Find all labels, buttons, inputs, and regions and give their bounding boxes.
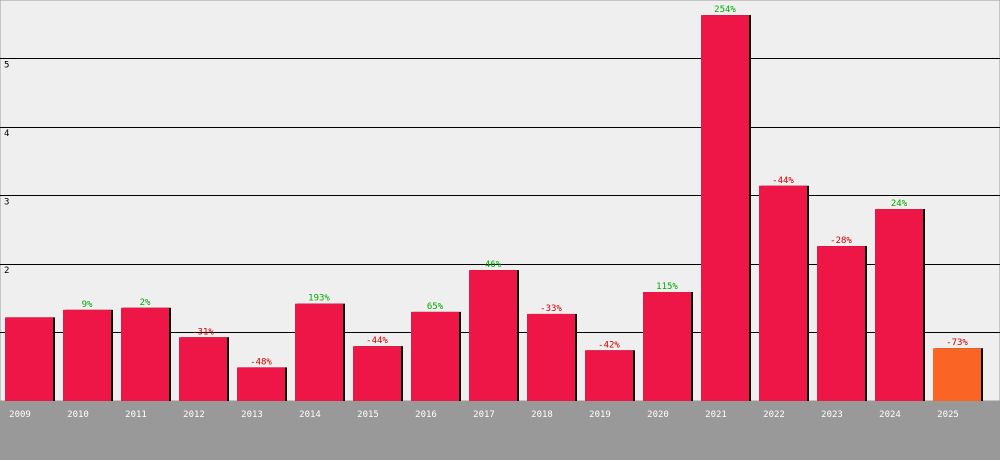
change-label: 9% (82, 300, 93, 310)
x-tick-label: 2025 (937, 410, 959, 420)
x-tick-label: 2021 (705, 410, 727, 420)
change-label: -44% (366, 336, 388, 346)
bar-2012 (179, 337, 227, 401)
x-axis-band (0, 401, 1000, 460)
x-tick-label: 2016 (415, 410, 437, 420)
bar-2017 (469, 270, 517, 401)
change-label: -28% (830, 236, 852, 246)
y-tick-label: 4 (4, 129, 9, 139)
change-label: -73% (946, 338, 968, 348)
x-axis-labels: 2009 2010 2011 2012 2013 2014 2015 2016 2017 2018… (9, 410, 959, 420)
bar-2021 (701, 15, 749, 401)
bar-2014 (295, 303, 343, 401)
bar-2009 (5, 317, 53, 401)
y-tick-label: 5 (4, 60, 9, 70)
x-tick-label: 2018 (531, 410, 553, 420)
bar-2016 (411, 311, 459, 401)
bar-2023 (817, 246, 865, 401)
change-label: 193% (308, 294, 330, 304)
x-tick-label: 2024 (879, 410, 901, 420)
change-labels: 9% 2% -31% -48% 193% -44% 65% 46% -33% -42% 115% 25… (82, 5, 969, 367)
bar-2011 (121, 307, 169, 401)
x-tick-label: 2011 (125, 410, 147, 420)
bar-2013 (237, 367, 285, 401)
change-label: 2% (140, 298, 151, 308)
bar-2015 (353, 346, 401, 401)
bar-2018 (527, 313, 575, 401)
x-tick-label: 2023 (821, 410, 843, 420)
change-label: 46% (485, 260, 502, 270)
change-label: 115% (656, 282, 678, 292)
y-axis-ticks: 2 3 4 5 (4, 60, 9, 276)
y-tick-label: 3 (4, 197, 9, 207)
x-tick-label: 2014 (299, 410, 321, 420)
bar-2022 (759, 185, 807, 401)
change-label: -44% (772, 176, 794, 186)
change-label: -33% (540, 304, 562, 314)
bar-2024 (875, 209, 923, 401)
x-tick-label: 2019 (589, 410, 611, 420)
change-label: -31% (192, 327, 214, 337)
bar-2025 (933, 348, 981, 401)
x-tick-label: 2010 (67, 410, 89, 420)
x-tick-label: 2020 (647, 410, 669, 420)
bars (5, 15, 983, 401)
x-tick-label: 2009 (9, 410, 31, 420)
x-tick-label: 2012 (183, 410, 205, 420)
bar-2020 (643, 292, 691, 401)
x-tick-label: 2017 (473, 410, 495, 420)
change-label: 24% (891, 199, 908, 209)
x-tick-label: 2013 (241, 410, 263, 420)
y-tick-label: 2 (4, 266, 9, 276)
x-tick-label: 2015 (357, 410, 379, 420)
change-label: 65% (427, 302, 444, 312)
x-tick-label: 2022 (763, 410, 785, 420)
change-label: -48% (250, 357, 272, 367)
change-label: 254% (714, 5, 736, 15)
bar-2019 (585, 350, 633, 401)
change-label: -42% (598, 340, 620, 350)
bar-2010 (63, 309, 111, 401)
